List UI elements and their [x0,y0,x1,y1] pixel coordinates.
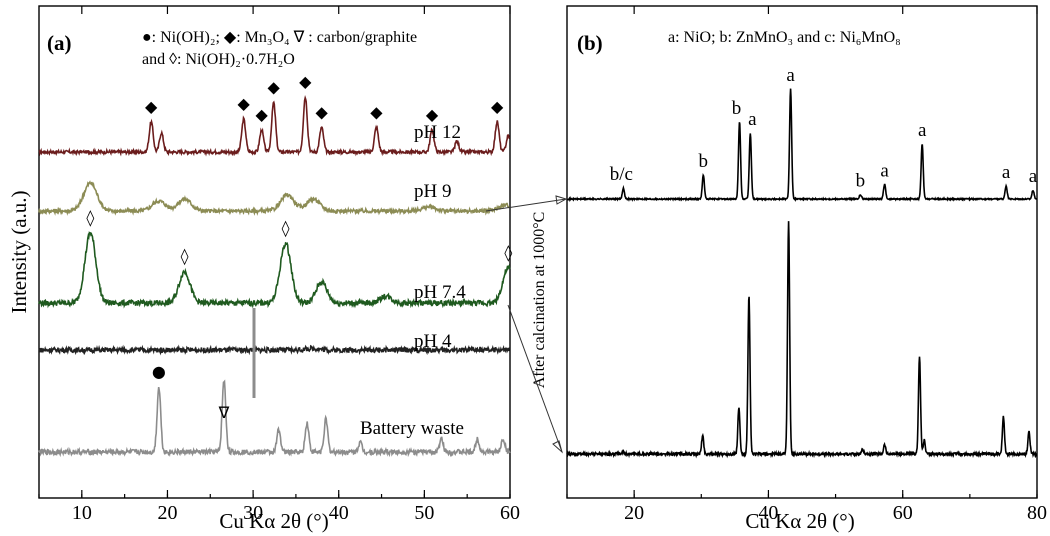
calcination-annotation: After calcination at 1000°C [531,212,548,389]
panel-a-tick-label-40: 40 [329,502,349,524]
connector-arrows [485,195,568,454]
phase-marker-13: ● [152,362,166,381]
peak-label-3: a [748,109,757,130]
series-label-ph74: pH 7.4 [414,282,466,303]
phase-marker-8: ◆ [491,97,504,116]
panel-a-legend-line2: and ◊: Ni(OH)₂·0.7H₂O [142,51,295,68]
panel-b-tick-label-60: 60 [893,502,913,524]
series-label-ph4: pH 4 [414,331,452,352]
peak-label-7: a [918,120,927,141]
panel-b-label: (b) [577,31,603,55]
panel-a-markers: ◆ ◆◆◆ ◆◆ ◆ ◆ ◆◊◊◊◊●∇ [86,72,512,422]
connector-ph74-to-lower [507,304,563,453]
trace-lower [566,221,1038,459]
phase-marker-11: ◊ [282,219,290,238]
panel-b-tick-label-80: 80 [1027,502,1047,524]
series-label-ph12: pH 12 [414,122,461,143]
phase-marker-0: ◆ [145,97,158,116]
panel-b-legend: a: NiO; b: ZnMnO₃ and c: Ni₆MnO₈ [668,29,901,46]
panel-b-traces [566,88,1038,459]
phase-marker-14: ∇ [218,403,230,422]
panel-a-y-axis-label: Intensity (a.u.) [7,190,31,313]
peak-label-6: a [880,161,889,182]
series-label-battery-waste: Battery waste [360,418,464,439]
peak-label-9: a [1029,166,1038,187]
phase-marker-2: ◆ [255,105,268,124]
panel-a-traces [38,95,511,458]
panel-a-tick-label-10: 10 [72,502,92,524]
connector-ph9-to-upper [485,198,567,212]
panel-a-legend-line1: ●: Ni(OH)₂; ◆: Mn₃O₄ ∇ : carbon/graphite [142,29,417,46]
panel-b-x-ticks: 20 40 60 80 [566,6,1047,524]
trace-battery-waste [38,379,511,458]
peak-label-8: a [1002,162,1011,183]
panel-a: ◆ ◆◆◆ ◆◆ ◆ ◆ ◆◊◊◊◊●∇ 10 20 30 40 50 60 (a) ●: Ni(O… [7,5,520,533]
phase-marker-12: ◊ [504,243,512,262]
peak-label-0: b/c [610,164,633,185]
panel-b-frame [566,5,1038,499]
panel-a-frame [38,5,511,499]
peak-label-5: b [856,171,866,192]
peak-label-4: a [786,65,795,86]
panel-a-tick-label-30: 30 [243,502,263,524]
panel-b-tick-label-40: 40 [758,502,778,524]
panel-a-label: (a) [47,31,72,55]
panel-a-tick-label-20: 20 [157,502,177,524]
trace-ph-7-4 [38,231,511,309]
phase-marker-10: ◊ [181,247,189,266]
panel-a-x-ticks: 10 20 30 40 50 60 [38,6,520,524]
peak-label-1: b [699,151,709,172]
phase-marker-6: ◆ [370,102,383,121]
phase-marker-4: ◆ [299,72,312,91]
panel-b-tick-label-20: 20 [624,502,644,524]
trace-upper [567,88,1038,203]
trace-ph-12 [38,95,511,157]
trace-ph-9 [38,180,510,216]
phase-marker-1: ◆ [238,94,251,113]
panel-b-x-axis-label: Cu Kα 2θ (°) [745,509,854,533]
connector-ph74-arrowhead [552,440,563,454]
series-label-ph9: pH 9 [414,181,451,202]
connector-ph9-arrowhead [555,195,568,205]
phase-marker-3: ◆ [267,78,280,97]
phase-marker-9: ◊ [86,208,94,227]
peak-label-2: b [732,98,742,119]
trace-ph-4 [38,344,511,356]
phase-marker-7: ◆ [426,105,439,124]
panel-a-tick-label-60: 60 [500,502,520,524]
panel-a-x-axis-label: Cu Kα 2θ (°) [219,509,328,533]
panel-a-tick-label-50: 50 [414,502,434,524]
phase-marker-5: ◆ [315,102,328,121]
